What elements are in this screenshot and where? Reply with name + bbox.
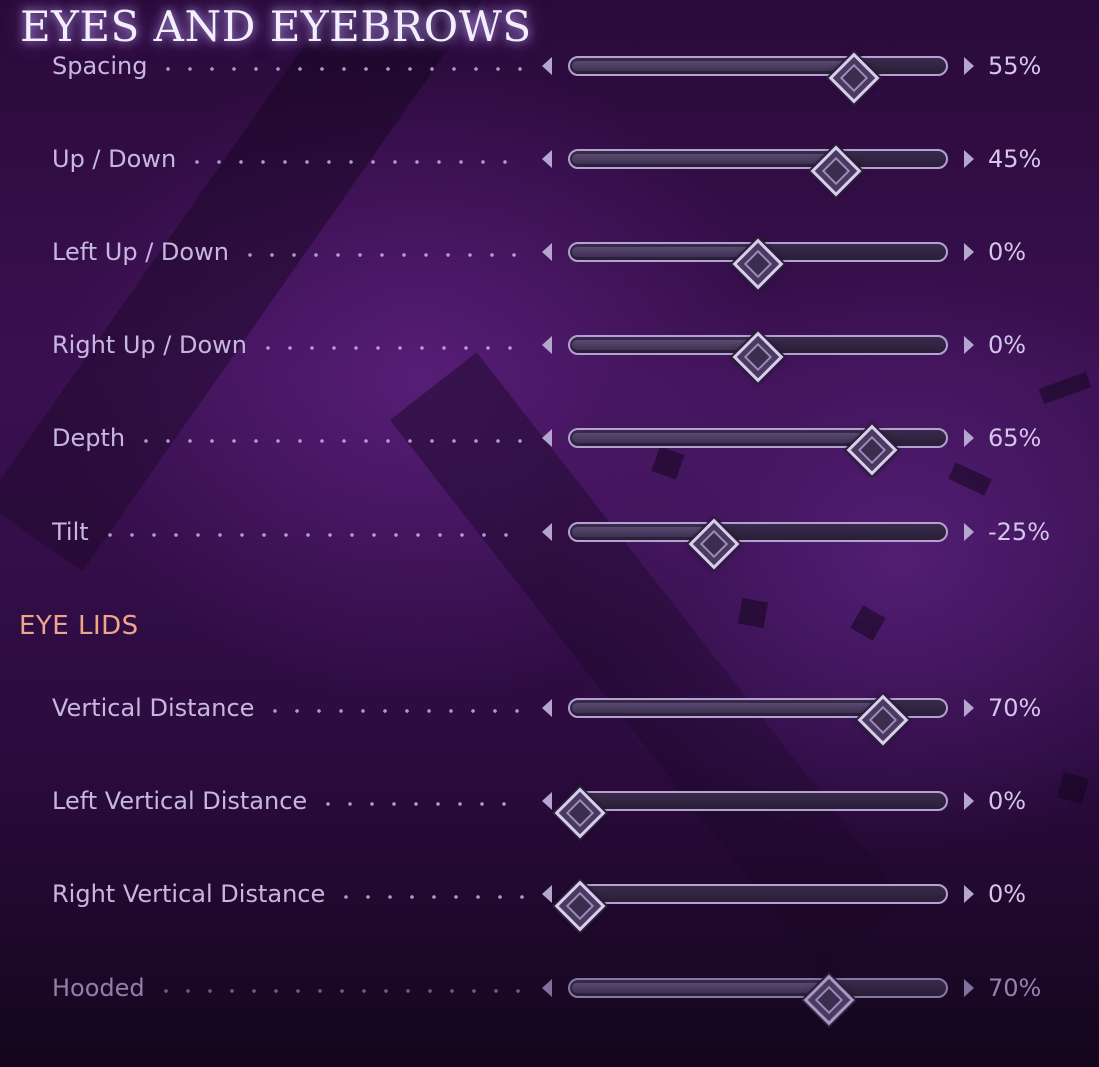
decrease-arrow-icon[interactable] — [542, 243, 552, 261]
decrease-arrow-icon[interactable] — [542, 336, 552, 354]
slider-label-text: Right Up / Down — [52, 331, 247, 359]
slider-track[interactable] — [554, 880, 948, 932]
slider-value: 0% — [988, 880, 1027, 908]
slider-label: Depth — [52, 422, 524, 454]
slider-track[interactable] — [568, 238, 948, 290]
dot-leader — [98, 533, 524, 537]
slider-label: Right Up / Down — [52, 329, 524, 361]
slider-track[interactable] — [568, 145, 948, 197]
slider-label: Tilt — [52, 516, 524, 548]
increase-arrow-icon[interactable] — [964, 243, 974, 261]
increase-arrow-icon[interactable] — [964, 150, 974, 168]
dot-leader — [264, 709, 524, 713]
slider-label-text: Left Vertical Distance — [52, 787, 308, 815]
dot-leader — [256, 346, 524, 350]
slider-label: Spacing — [52, 50, 524, 82]
increase-arrow-icon[interactable] — [964, 57, 974, 75]
slider-value: -25% — [988, 518, 1051, 546]
slider-row-left-vertical-distance: Left Vertical Distance 0% — [0, 781, 1099, 839]
slider-label-text: Right Vertical Distance — [52, 880, 326, 908]
slider-value: 0% — [988, 238, 1027, 266]
background-square — [737, 597, 769, 629]
decrease-arrow-icon[interactable] — [542, 523, 552, 541]
increase-arrow-icon[interactable] — [964, 336, 974, 354]
dot-leader — [317, 802, 524, 806]
slider-label-text: Tilt — [52, 518, 89, 546]
slider-label-text: Left Up / Down — [52, 238, 229, 266]
dot-leader — [135, 439, 524, 443]
slider-track[interactable] — [554, 787, 948, 839]
slider-label-text: Up / Down — [52, 145, 177, 173]
slider-value: 70% — [988, 694, 1042, 722]
slider-row-left-up-down: Left Up / Down 0% — [0, 232, 1099, 290]
slider-track[interactable] — [568, 518, 948, 570]
dot-leader — [335, 895, 524, 899]
slider-fill — [572, 703, 881, 713]
slider-track[interactable] — [568, 331, 948, 383]
decrease-arrow-icon[interactable] — [542, 885, 552, 903]
slider-label: Vertical Distance — [52, 692, 524, 724]
slider-track[interactable] — [568, 694, 948, 746]
dot-leader — [238, 253, 524, 257]
slider-thumb[interactable] — [554, 880, 606, 932]
slider-row-up-down: Up / Down 45% — [0, 139, 1099, 197]
decrease-arrow-icon[interactable] — [542, 57, 552, 75]
slider-fill — [572, 61, 853, 71]
slider-label: Left Up / Down — [52, 236, 524, 268]
slider-fill — [572, 154, 835, 164]
slider-value: 0% — [988, 787, 1027, 815]
slider-fill — [572, 247, 756, 257]
slider-label: Up / Down — [52, 143, 524, 175]
slider-label: Left Vertical Distance — [52, 785, 524, 817]
decrease-arrow-icon[interactable] — [542, 150, 552, 168]
slider-row-vertical-distance: Vertical Distance 70% — [0, 688, 1099, 746]
slider-label: Right Vertical Distance — [52, 878, 524, 910]
decrease-arrow-icon[interactable] — [542, 979, 552, 997]
slider-row-hooded: Hooded 70% — [0, 968, 1099, 1026]
dot-leader — [154, 989, 524, 993]
slider-track[interactable] — [568, 974, 948, 1026]
slider-row-tilt: Tilt -25% — [0, 512, 1099, 570]
slider-value: 70% — [988, 974, 1042, 1002]
slider-track[interactable] — [568, 424, 948, 476]
slider-label: Hooded — [52, 972, 524, 1004]
section-title-eye-lids: EYE LIDS — [19, 611, 139, 641]
slider-value: 0% — [988, 331, 1027, 359]
dot-leader — [157, 67, 524, 71]
slider-row-spacing: Spacing 55% — [0, 46, 1099, 104]
slider-row-right-up-down: Right Up / Down 0% — [0, 325, 1099, 383]
slider-track[interactable] — [568, 52, 948, 104]
slider-row-right-vertical-distance: Right Vertical Distance 0% — [0, 874, 1099, 932]
slider-fill — [572, 527, 712, 537]
slider-label-text: Depth — [52, 424, 126, 452]
slider-label-text: Spacing — [52, 52, 148, 80]
slider-fill — [572, 433, 870, 443]
increase-arrow-icon[interactable] — [964, 979, 974, 997]
slider-fill — [572, 340, 756, 350]
increase-arrow-icon[interactable] — [964, 699, 974, 717]
decrease-arrow-icon[interactable] — [542, 429, 552, 447]
slider-label-text: Hooded — [52, 974, 145, 1002]
background-square — [948, 462, 992, 496]
increase-arrow-icon[interactable] — [964, 429, 974, 447]
slider-value: 65% — [988, 424, 1042, 452]
dot-leader — [186, 160, 524, 164]
background-square — [850, 605, 886, 641]
increase-arrow-icon[interactable] — [964, 523, 974, 541]
slider-value: 55% — [988, 52, 1042, 80]
slider-value: 45% — [988, 145, 1042, 173]
increase-arrow-icon[interactable] — [964, 885, 974, 903]
slider-thumb[interactable] — [554, 787, 606, 839]
page-title: EYES AND EYEBROWS — [20, 2, 532, 51]
decrease-arrow-icon[interactable] — [542, 792, 552, 810]
slider-label-text: Vertical Distance — [52, 694, 255, 722]
background-square — [1038, 371, 1092, 405]
slider-fill — [572, 983, 828, 993]
increase-arrow-icon[interactable] — [964, 792, 974, 810]
slider-row-depth: Depth 65% — [0, 418, 1099, 476]
decrease-arrow-icon[interactable] — [542, 699, 552, 717]
